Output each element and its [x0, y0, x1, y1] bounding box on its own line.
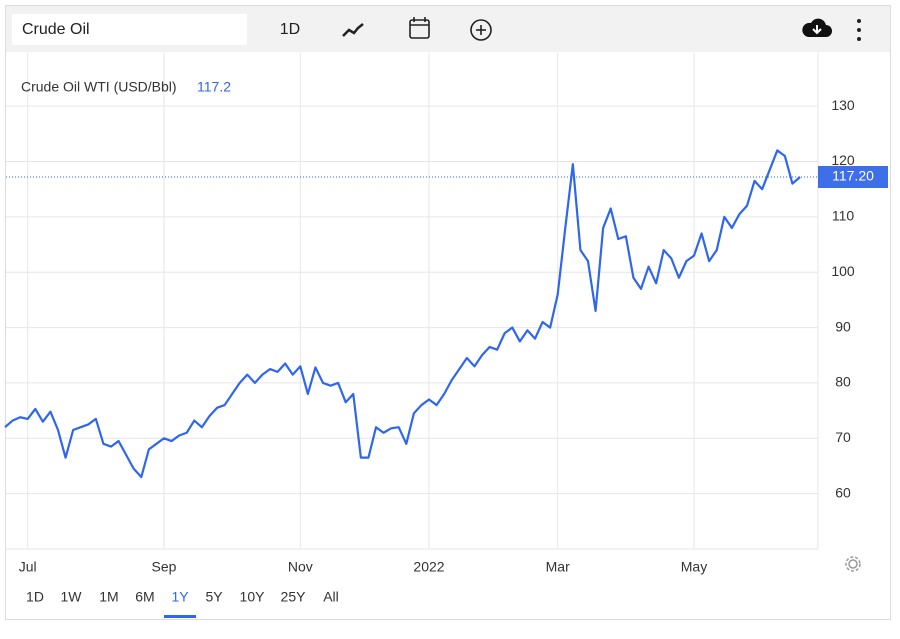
plot: [4, 149, 818, 479]
range-button[interactable]: 1W: [61, 589, 83, 605]
calendar-icon[interactable]: [409, 17, 430, 39]
x-tick-label: Mar: [546, 559, 570, 575]
range-button[interactable]: 10Y: [240, 589, 266, 605]
frame: [5, 5, 891, 620]
grid: [6, 53, 818, 549]
menu-icon[interactable]: [857, 19, 861, 41]
y-tick-label: 120: [831, 152, 855, 168]
search-box[interactable]: [12, 14, 247, 45]
y-tick-label: 90: [835, 318, 851, 334]
y-tick-label: 80: [835, 374, 851, 390]
range-buttons: 1D 1W 1M 6M 1Y 5Y 10Y 25Y All: [26, 589, 339, 618]
range-button[interactable]: All: [323, 589, 339, 605]
y-tick-label: 60: [835, 484, 851, 500]
chart-type-icon[interactable]: [342, 23, 364, 37]
price-line: [4, 149, 801, 479]
search-text: Crude Oil: [22, 21, 90, 38]
interval-button[interactable]: 1D: [280, 21, 300, 38]
y-tick-label: 110: [832, 208, 855, 224]
range-button[interactable]: 1D: [26, 589, 44, 605]
last-price-badge: [818, 166, 888, 188]
y-tick-label: 130: [831, 97, 855, 113]
download-icon[interactable]: [802, 18, 832, 37]
legend-value: 117.2: [197, 79, 231, 95]
x-tick-label: 2022: [413, 559, 444, 575]
range-button[interactable]: 1Y: [171, 589, 189, 605]
y-tick-label: 100: [831, 263, 855, 279]
range-button[interactable]: 1M: [99, 589, 118, 605]
x-tick-label: Jul: [19, 559, 37, 575]
range-button[interactable]: 6M: [135, 589, 154, 605]
x-tick-label: May: [681, 559, 707, 575]
legend-name: Crude Oil WTI (USD/Bbl): [21, 79, 177, 95]
range-underline: [164, 615, 196, 618]
x-tick-label: Sep: [152, 559, 177, 575]
y-tick-label: 70: [835, 429, 851, 445]
x-tick-label: Nov: [288, 559, 313, 575]
add-indicator-icon[interactable]: [470, 19, 492, 41]
last-price-label: 117.20: [832, 168, 874, 184]
settings-icon[interactable]: [845, 556, 861, 572]
range-button[interactable]: 5Y: [205, 589, 223, 605]
range-button[interactable]: 25Y: [281, 589, 307, 605]
